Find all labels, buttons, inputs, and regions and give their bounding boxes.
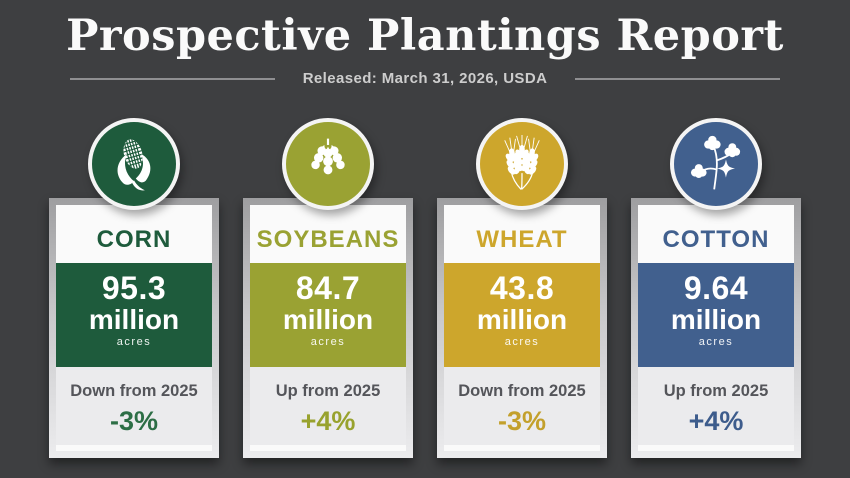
wheat-value: 43.8 [489, 270, 555, 306]
corn-value: 95.3 [101, 270, 167, 306]
wheat-unit-small: acres [504, 336, 540, 349]
cotton-change-value: +4% [688, 406, 744, 436]
card-wheat: WHEAT 43.8 million acres Down from 2025 … [437, 118, 607, 458]
cotton-value-box: 9.64 million acres [638, 263, 794, 367]
card-soybeans-body: SOYBEANS 84.7 million acres Up from 2025… [250, 205, 406, 451]
wheat-icon [504, 135, 540, 190]
corn-label: CORN [96, 226, 172, 253]
subtitle-rule-right [575, 77, 781, 80]
wheat-unit: million [476, 303, 568, 335]
corn-unit-small: acres [116, 336, 152, 349]
wheat-circle-badge [476, 118, 568, 210]
release-date-text: Released: March 31, 2026, USDA [302, 70, 548, 88]
card-corn-body: CORN 95.3 million acres Down from 2025 -… [56, 205, 212, 451]
soybeans-change-section: Up from 2025 +4% [250, 367, 406, 445]
cotton-label: COTTON [662, 226, 770, 253]
soybeans-unit: million [282, 303, 374, 335]
wheat-value-box: 43.8 million acres [444, 263, 600, 367]
card-wheat-body: WHEAT 43.8 million acres Down from 2025 … [444, 205, 600, 451]
release-subtitle-row: Released: March 31, 2026, USDA [0, 70, 850, 87]
cotton-circle-badge [670, 118, 762, 210]
wheat-change-section: Down from 2025 -3% [444, 367, 600, 445]
wheat-label: WHEAT [476, 226, 568, 253]
soybeans-label: SOYBEANS [256, 226, 400, 253]
corn-unit: million [88, 303, 180, 335]
card-cotton-header: COTTON [638, 205, 794, 263]
corn-value-box: 95.3 million acres [56, 263, 212, 367]
wheat-change-value: -3% [497, 406, 546, 436]
corn-icon [117, 137, 151, 191]
cotton-icon [690, 135, 741, 190]
soybeans-icon [311, 138, 345, 175]
card-corn-header: CORN [56, 205, 212, 263]
card-soybeans: SOYBEANS 84.7 million acres Up from 2025… [243, 118, 413, 458]
soybeans-value: 84.7 [295, 270, 361, 306]
cotton-unit: million [670, 303, 762, 335]
soybeans-circle-badge [282, 118, 374, 210]
cotton-change-label: Up from 2025 [663, 382, 769, 400]
corn-change-label: Down from 2025 [70, 382, 198, 400]
cotton-value: 9.64 [683, 270, 749, 306]
card-corn: CORN 95.3 million acres Down from 2025 -… [49, 118, 219, 458]
soybeans-unit-small: acres [310, 336, 346, 349]
subtitle-rule-left [69, 77, 275, 80]
crop-cards-row: CORN 95.3 million acres Down from 2025 -… [0, 118, 850, 458]
card-cotton: COTTON 9.64 million acres Up from 2025 +… [631, 118, 801, 458]
corn-circle-badge [88, 118, 180, 210]
wheat-change-label: Down from 2025 [458, 382, 586, 400]
cotton-change-section: Up from 2025 +4% [638, 367, 794, 445]
corn-change-value: -3% [109, 406, 158, 436]
soybeans-value-box: 84.7 million acres [250, 263, 406, 367]
page-title: Prospective Plantings Report [66, 11, 784, 61]
cotton-unit-small: acres [698, 336, 734, 349]
soybeans-change-label: Up from 2025 [275, 382, 381, 400]
card-wheat-header: WHEAT [444, 205, 600, 263]
card-soybeans-header: SOYBEANS [250, 205, 406, 263]
corn-change-section: Down from 2025 -3% [56, 367, 212, 445]
card-cotton-body: COTTON 9.64 million acres Up from 2025 +… [638, 205, 794, 451]
soybeans-change-value: +4% [300, 406, 356, 436]
